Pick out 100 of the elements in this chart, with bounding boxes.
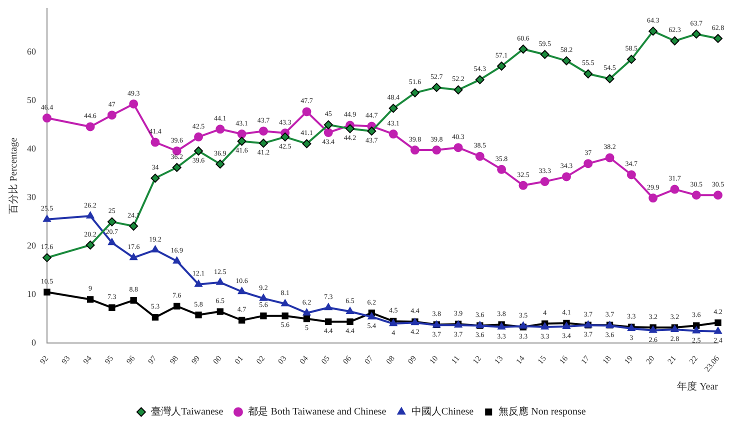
point <box>302 139 312 148</box>
point <box>388 130 398 139</box>
legend-label: 臺灣人Taiwanese <box>151 406 224 418</box>
x-tick-label: 08 <box>384 354 396 366</box>
x-tick-label: 09 <box>406 354 418 366</box>
y-tick-label: 10 <box>27 288 36 299</box>
point <box>626 54 636 64</box>
x-tick-label: 93 <box>60 354 72 366</box>
point <box>130 253 138 260</box>
x-tick-label: 94 <box>81 354 94 366</box>
point <box>43 214 51 222</box>
point <box>172 162 182 172</box>
point <box>130 297 137 304</box>
legend-label: 無反應 Non response <box>498 406 586 418</box>
point <box>410 146 420 155</box>
legend-label: 中國人Chinese <box>411 406 474 418</box>
x-tick-label: 07 <box>362 354 375 366</box>
x-tick-label: 14 <box>514 354 526 366</box>
point <box>324 120 333 130</box>
point <box>42 114 52 123</box>
point <box>605 153 614 162</box>
legend-label: 都是 Both Taiwanese and Chinese <box>248 406 387 418</box>
x-tick-label: 99 <box>190 354 202 366</box>
point <box>346 124 355 134</box>
point <box>626 170 636 180</box>
x-tick-label: 98 <box>168 354 180 366</box>
point <box>302 308 311 316</box>
x-tick-label: 19 <box>622 354 635 366</box>
point <box>562 56 571 66</box>
point <box>44 288 50 296</box>
point <box>237 130 246 139</box>
point <box>107 110 116 120</box>
point <box>107 217 116 226</box>
point <box>670 184 680 194</box>
point <box>714 34 722 43</box>
point <box>475 75 484 84</box>
y-tick-label: 30 <box>27 192 36 202</box>
y-tick-label: 20 <box>27 240 36 250</box>
point <box>303 315 310 322</box>
y-axis-title: 百分比 Percentage <box>8 136 20 214</box>
x-tick-label: 20 <box>644 354 656 366</box>
y-tick-label: 50 <box>27 94 36 105</box>
point <box>454 143 463 152</box>
x-tick-label: 06 <box>341 354 354 366</box>
point <box>302 107 312 116</box>
x-tick-label: 05 <box>319 354 332 366</box>
point <box>258 126 268 136</box>
point <box>410 88 420 98</box>
point <box>432 82 442 92</box>
y-tick-label: 60 <box>27 46 36 56</box>
point <box>324 128 333 138</box>
point <box>260 312 267 320</box>
y-tick-label: 0 <box>32 337 36 348</box>
point <box>605 74 614 84</box>
point <box>367 126 376 136</box>
point <box>194 146 204 156</box>
point <box>562 172 571 182</box>
x-tick-label: 12 <box>471 354 484 366</box>
x-tick-label: 03 <box>276 354 288 366</box>
point <box>42 253 52 262</box>
point <box>86 122 95 132</box>
point <box>172 256 181 264</box>
point <box>216 278 224 285</box>
point <box>692 326 700 334</box>
y-tick-label: 40 <box>27 143 36 154</box>
point <box>584 159 593 168</box>
x-tick-label: 17 <box>579 354 592 366</box>
point <box>259 294 268 301</box>
point <box>152 314 159 321</box>
point <box>237 136 246 146</box>
x-tick-label: 97 <box>146 354 158 366</box>
point <box>584 69 593 78</box>
point <box>129 99 138 108</box>
point <box>129 222 138 231</box>
point <box>258 138 268 148</box>
point <box>432 146 442 155</box>
point <box>714 319 722 326</box>
x-tick-label: 16 <box>558 354 570 366</box>
point <box>692 190 701 200</box>
point <box>86 296 94 303</box>
point <box>280 132 290 142</box>
point <box>108 304 116 311</box>
x-tick-label: 10 <box>428 354 440 366</box>
point <box>540 322 549 330</box>
point <box>281 299 290 306</box>
point <box>368 312 376 320</box>
point <box>324 303 332 310</box>
x-tick-label: 96 <box>124 354 137 366</box>
point <box>282 312 288 320</box>
point <box>562 322 570 330</box>
point <box>497 164 506 174</box>
point <box>216 160 225 169</box>
point <box>648 194 658 203</box>
point <box>670 36 680 46</box>
x-axis-title: 年度 Year <box>677 380 719 393</box>
point <box>497 62 506 71</box>
point <box>714 190 722 200</box>
x-tick-label: 04 <box>298 354 310 366</box>
point <box>518 44 528 54</box>
point <box>108 238 116 246</box>
